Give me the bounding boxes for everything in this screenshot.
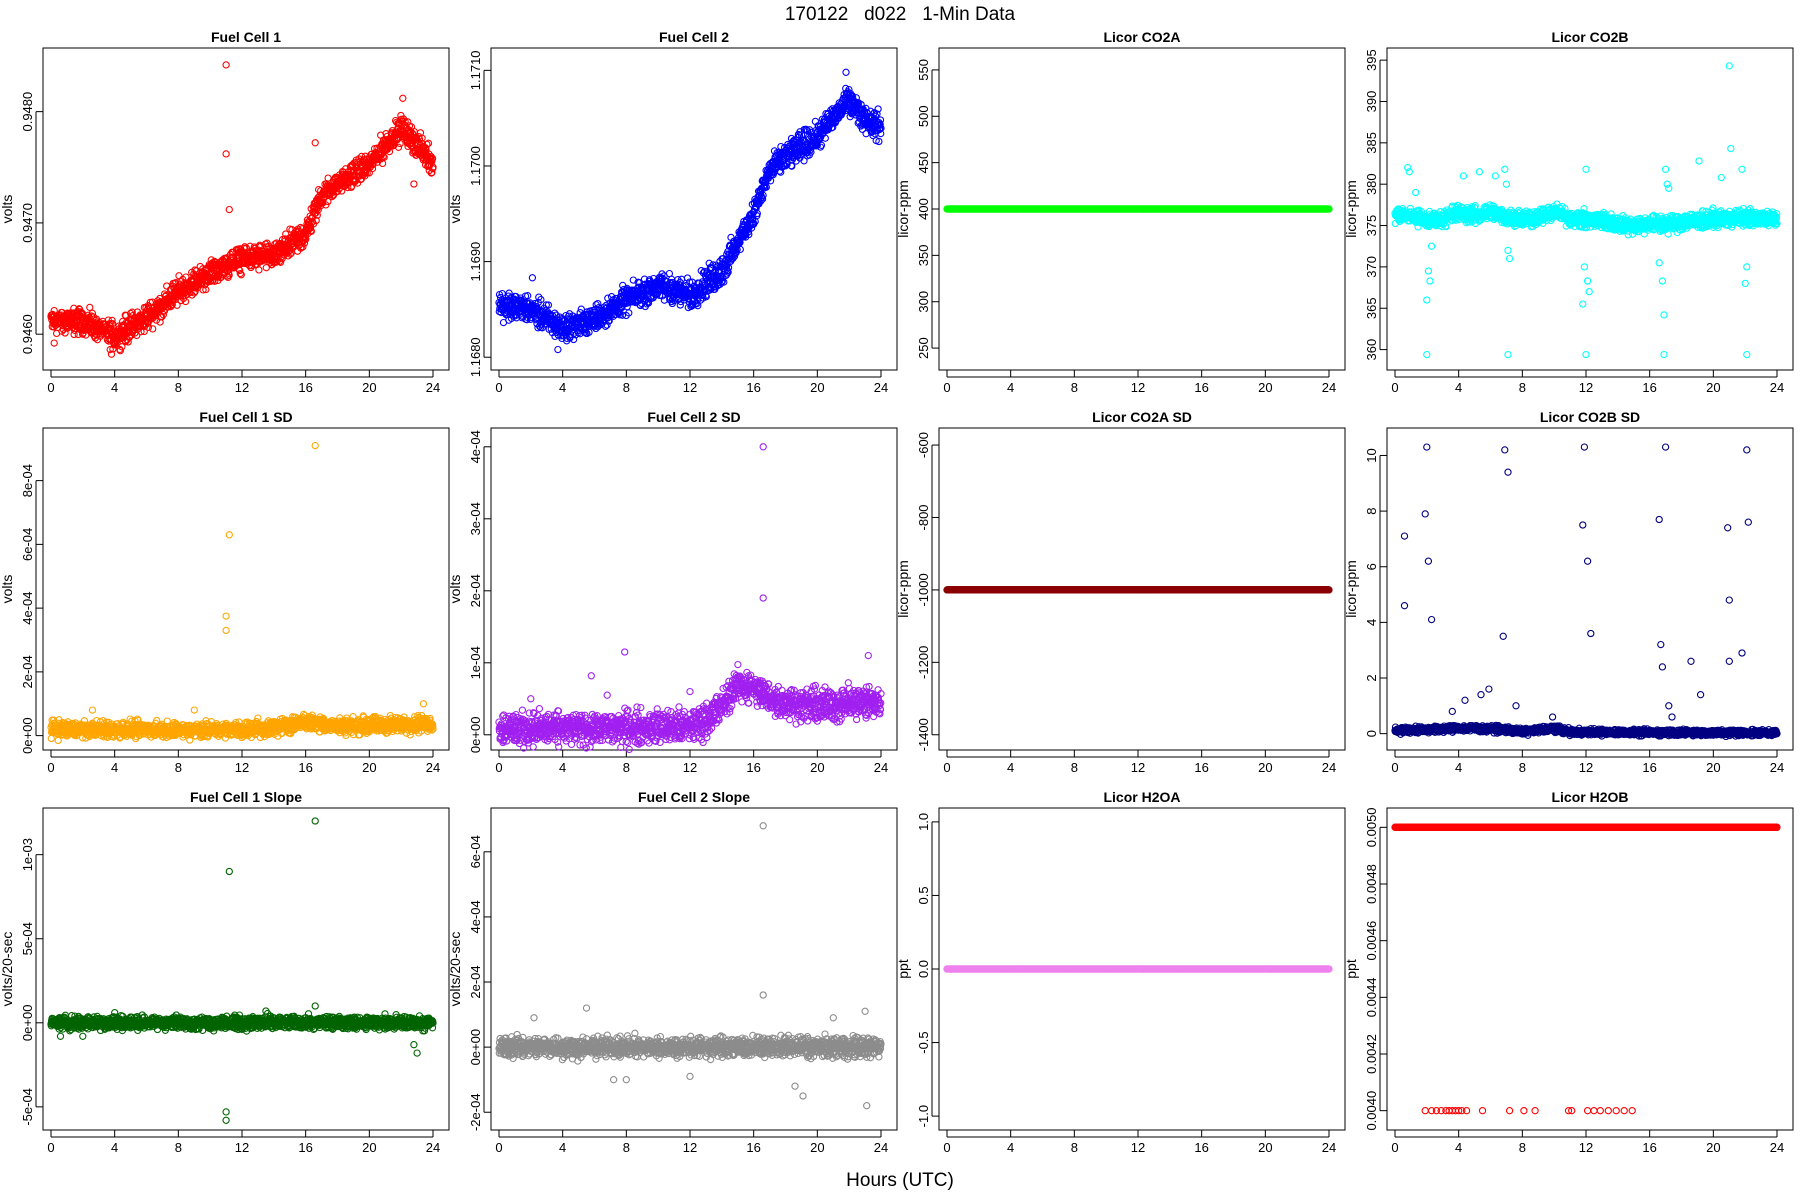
outlier-point [411, 181, 417, 187]
panel-co2a: Licor CO2A 0 4 8 12 16 20 24 250 300 350 400 450 500 5… [895, 29, 1345, 395]
panel-fc2: Fuel Cell 2 0 4 8 12 16 20 24 1.1680 1.1690 1.1700… [447, 29, 897, 395]
data-point [87, 304, 93, 310]
y-axis-label: volts [447, 195, 463, 224]
outlier-point [529, 275, 535, 281]
x-tick-label: 24 [1322, 380, 1336, 395]
y-tick-label: 550 [916, 59, 931, 81]
x-tick-label: 12 [1131, 380, 1145, 395]
outlier-point [226, 207, 232, 213]
x-tick-label: 0 [943, 380, 950, 395]
panel-title: Licor CO2A [1103, 29, 1180, 45]
y-tick-label: 380 [1364, 173, 1379, 195]
x-tick-label: 16 [298, 380, 312, 395]
x-tick-label: 12 [683, 380, 697, 395]
y-tick-label: 450 [916, 152, 931, 174]
panel-title: Fuel Cell 2 [659, 29, 729, 45]
outlier-point [312, 140, 318, 146]
y-tick-label: 350 [916, 245, 931, 267]
outlier-point [223, 62, 229, 68]
outlier-point [51, 340, 57, 346]
series-points [944, 206, 1332, 212]
y-tick-label: 300 [916, 291, 931, 313]
x-tick-label: 0 [1391, 380, 1398, 395]
y-tick-label: 375 [1364, 215, 1379, 237]
y-tick-label: 360 [1364, 339, 1379, 361]
panel-fc1: Fuel Cell 1 0 4 8 12 16 20 24 0.9460 0.9470 0.9480… [0, 29, 449, 395]
x-tick-label: 12 [1579, 380, 1593, 395]
panel-co2b: Licor CO2B 0 4 8 12 16 20 24 360 365 370 375 380 385 3… [1343, 29, 1793, 395]
y-tick-label: 1.1710 [468, 50, 483, 90]
x-tick-label: 20 [1258, 380, 1272, 395]
x-tick-label: 24 [1770, 380, 1784, 395]
y-tick-label: 400 [916, 198, 931, 220]
y-tick-label: 0.9470 [20, 203, 35, 243]
y-tick-label: 1.1700 [468, 146, 483, 186]
x-tick-label: 24 [874, 380, 888, 395]
series-points [496, 69, 884, 353]
outlier-point [555, 347, 561, 353]
panel-title: Fuel Cell 1 [211, 29, 281, 45]
data-point [256, 267, 262, 273]
x-tick-label: 16 [1194, 380, 1208, 395]
y-tick-label: 250 [916, 337, 931, 359]
x-tick-label: 4 [111, 380, 118, 395]
x-tick-label: 0 [47, 380, 54, 395]
x-tick-label: 4 [1007, 380, 1014, 395]
y-tick-label: 1.1680 [468, 337, 483, 377]
x-tick-label: 24 [426, 380, 440, 395]
y-tick-label: 385 [1364, 132, 1379, 154]
y-tick-label: 390 [1364, 91, 1379, 113]
outlier-point [223, 151, 229, 157]
x-tick-label: 8 [175, 380, 182, 395]
y-tick-label: 365 [1364, 297, 1379, 319]
x-tick-label: 4 [1455, 380, 1462, 395]
y-tick-label: 0.9460 [20, 314, 35, 354]
x-tick-label: 8 [1519, 380, 1526, 395]
y-tick-label: 395 [1364, 49, 1379, 71]
x-tick-label: 20 [1706, 380, 1720, 395]
x-tick-label: 4 [559, 380, 566, 395]
y-tick-label: 370 [1364, 256, 1379, 278]
panel-title: Licor CO2B [1551, 29, 1628, 45]
data-point [176, 273, 182, 279]
x-tick-label: 0 [495, 380, 502, 395]
y-tick-label: 0.9480 [20, 92, 35, 132]
x-tick-label: 8 [623, 380, 630, 395]
y-axis-label: licor-ppm [1343, 180, 1359, 238]
x-tick-label: 12 [235, 380, 249, 395]
x-tick-label: 20 [810, 380, 824, 395]
y-axis-label: licor-ppm [895, 180, 911, 238]
y-tick-label: 500 [916, 105, 931, 127]
outlier-point [843, 69, 849, 75]
y-axis-label: volts [0, 195, 15, 224]
x-tick-label: 16 [1642, 380, 1656, 395]
x-tick-label: 16 [746, 380, 760, 395]
x-tick-label: 8 [1071, 380, 1078, 395]
outlier-point [400, 95, 406, 101]
x-tick-label: 20 [362, 380, 376, 395]
y-tick-label: 1.1690 [468, 242, 483, 282]
data-point [578, 306, 584, 312]
series-points [48, 62, 436, 358]
series-points [1392, 63, 1780, 358]
